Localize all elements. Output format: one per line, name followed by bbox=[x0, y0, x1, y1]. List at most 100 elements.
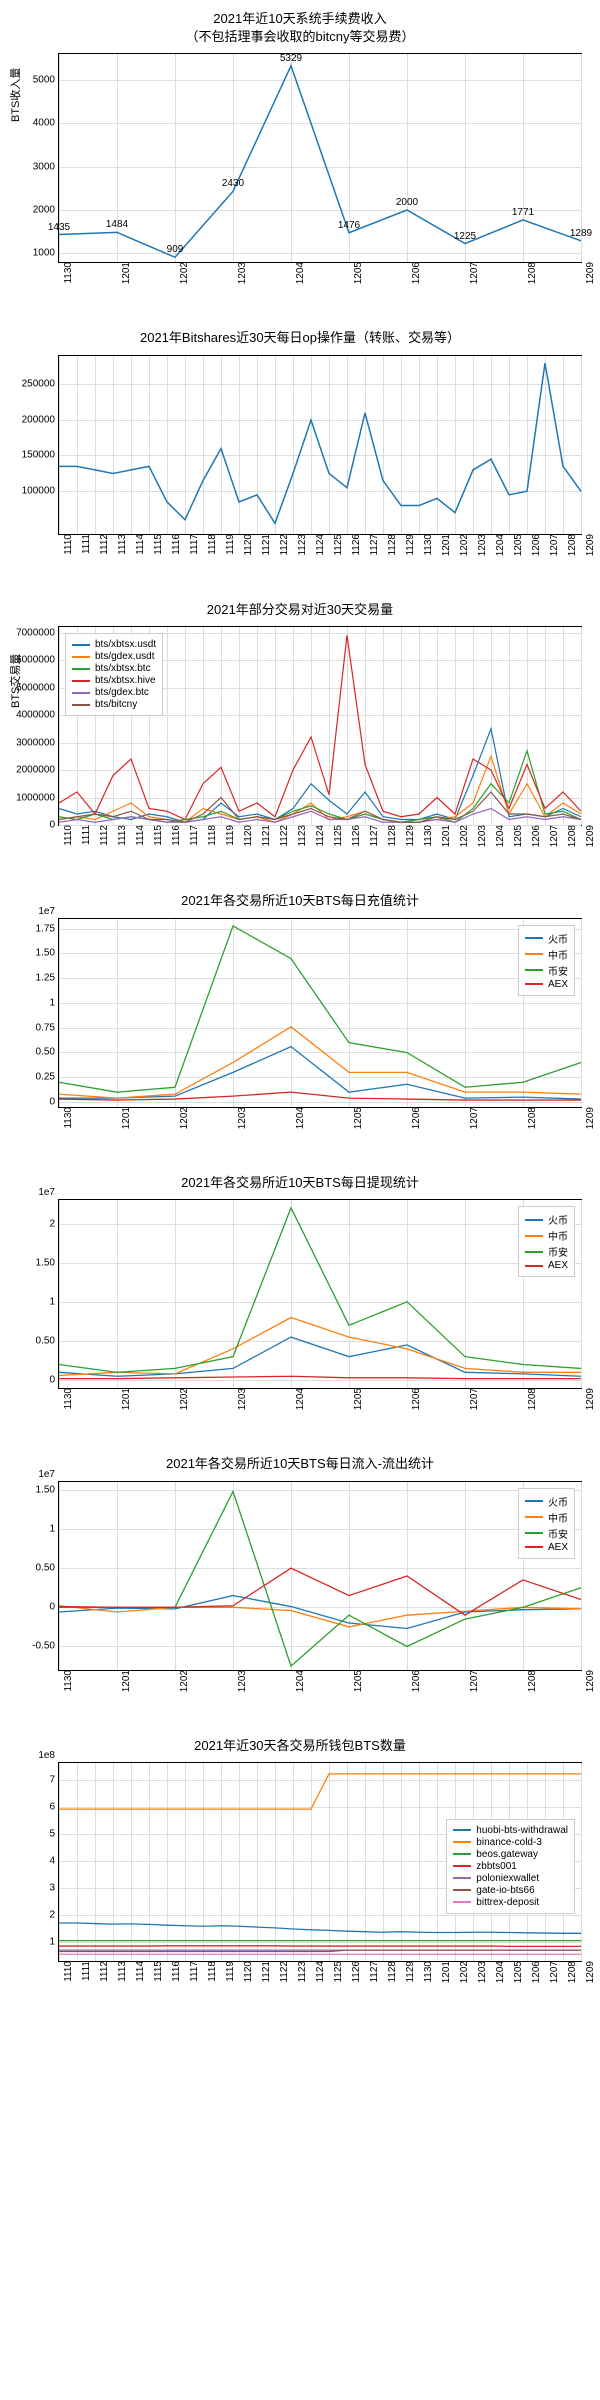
gridline-v bbox=[581, 1482, 582, 1670]
x-tick-label: 1206 bbox=[407, 1107, 422, 1129]
y-tick-label: 0.50 bbox=[36, 1336, 59, 1347]
chart-pair-volume: 2021年部分交易对近30天交易量01000000200000030000004… bbox=[10, 601, 590, 863]
x-tick-label: 1208 bbox=[563, 1961, 578, 1983]
y-tick-label: 4 bbox=[49, 1856, 59, 1867]
x-tick-label: 1127 bbox=[365, 1961, 380, 1983]
x-tick-label: 1117 bbox=[185, 825, 200, 846]
x-tick-label: 1209 bbox=[581, 1670, 596, 1692]
x-tick-label: 1115 bbox=[149, 825, 164, 846]
x-tick-label: 1201 bbox=[117, 262, 132, 284]
x-tick-label: 1129 bbox=[401, 1961, 416, 1983]
x-tick-label: 1128 bbox=[383, 825, 398, 847]
y-axis-exponent: 1e8 bbox=[38, 1750, 59, 1763]
x-tick-label: 1204 bbox=[491, 1961, 506, 1983]
legend-label: zbbts001 bbox=[476, 1861, 517, 1872]
line-series bbox=[59, 1027, 581, 1098]
line-series bbox=[59, 1377, 581, 1379]
legend-label: 币安 bbox=[548, 1526, 568, 1541]
x-tick-label: 1128 bbox=[383, 1961, 398, 1983]
legend-item: bts/gdex.usdt bbox=[72, 651, 156, 662]
x-tick-label: 1129 bbox=[401, 825, 416, 847]
legend: huobi-bts-withdrawalbinance-cold-3beos.g… bbox=[446, 1819, 575, 1914]
legend-label: gate-io-bts66 bbox=[476, 1885, 534, 1896]
y-axis-exponent: 1e7 bbox=[38, 906, 59, 919]
chart-canvas bbox=[59, 1482, 581, 1670]
legend-label: 火币 bbox=[548, 1494, 568, 1509]
x-tick-label: 1202 bbox=[175, 1388, 190, 1410]
x-tick-label: 1130 bbox=[419, 825, 434, 847]
x-tick-label: 1120 bbox=[239, 825, 254, 847]
y-axis-label: BTS交易量 bbox=[7, 694, 23, 708]
x-tick-label: 1201 bbox=[117, 1388, 132, 1410]
y-tick-label: 7 bbox=[49, 1774, 59, 1785]
x-tick-label: 1206 bbox=[527, 1961, 542, 1983]
plot-area: 1000200030004000500011301201120212031204… bbox=[58, 53, 582, 263]
legend-item: 中币 bbox=[525, 1510, 568, 1525]
gridline-v bbox=[581, 919, 582, 1107]
x-tick-label: 1116 bbox=[167, 1961, 182, 1982]
legend-item: huobi-bts-withdrawal bbox=[453, 1825, 568, 1836]
x-tick-label: 1204 bbox=[291, 1107, 306, 1129]
x-tick-label: 1207 bbox=[545, 534, 560, 556]
x-tick-label: 1119 bbox=[221, 825, 236, 846]
x-tick-label: 1111 bbox=[77, 825, 92, 845]
chart-canvas bbox=[59, 356, 581, 534]
gridline-v bbox=[581, 356, 582, 534]
y-tick-label: 6000000 bbox=[16, 655, 59, 666]
legend-label: 中币 bbox=[548, 1510, 568, 1525]
plot-area: 1e700.5011.50211301201120212031204120512… bbox=[58, 1199, 582, 1389]
y-tick-label: 1.50 bbox=[36, 1484, 59, 1495]
y-tick-label: 2000 bbox=[33, 205, 59, 216]
data-label: 909 bbox=[167, 244, 184, 255]
x-tick-label: 1209 bbox=[581, 1107, 596, 1129]
x-tick-label: 1126 bbox=[347, 534, 362, 556]
y-tick-label: 5000000 bbox=[16, 682, 59, 693]
x-tick-label: 1206 bbox=[527, 825, 542, 847]
x-tick-label: 1113 bbox=[113, 825, 128, 846]
x-tick-label: 1114 bbox=[131, 1961, 146, 1982]
legend-item: poloniexwallet bbox=[453, 1873, 568, 1884]
x-tick-label: 1114 bbox=[131, 825, 146, 846]
x-tick-label: 1204 bbox=[491, 825, 506, 847]
line-series bbox=[59, 1046, 581, 1098]
legend-item: bts/xbtsx.btc bbox=[72, 663, 156, 674]
x-tick-label: 1124 bbox=[311, 825, 326, 847]
x-tick-label: 1208 bbox=[523, 1107, 538, 1129]
x-tick-label: 1205 bbox=[509, 1961, 524, 1983]
y-tick-label: 3 bbox=[49, 1883, 59, 1894]
x-tick-label: 1111 bbox=[77, 1961, 92, 1981]
line-series bbox=[59, 1946, 581, 1947]
legend-swatch bbox=[525, 1500, 543, 1502]
x-tick-label: 1124 bbox=[311, 534, 326, 556]
legend-swatch bbox=[525, 953, 543, 955]
legend: 火币中币币安AEX bbox=[518, 925, 575, 996]
x-tick-label: 1130 bbox=[419, 1961, 434, 1983]
legend: bts/xbtsx.usdtbts/gdex.usdtbts/xbtsx.btc… bbox=[65, 633, 163, 716]
legend-item: 火币 bbox=[525, 1212, 568, 1227]
x-tick-label: 1120 bbox=[239, 1961, 254, 1983]
legend-item: bts/gdex.btc bbox=[72, 687, 156, 698]
legend-item: 火币 bbox=[525, 1494, 568, 1509]
legend-label: bts/bitcny bbox=[95, 699, 137, 710]
legend-swatch bbox=[72, 692, 90, 694]
data-label: 1289 bbox=[570, 228, 592, 239]
x-tick-label: 1116 bbox=[167, 534, 182, 555]
y-tick-label: 0 bbox=[49, 1602, 59, 1613]
y-tick-label: 1 bbox=[49, 997, 59, 1008]
legend-swatch bbox=[525, 1265, 543, 1267]
legend-label: 中币 bbox=[548, 947, 568, 962]
x-tick-label: 1113 bbox=[113, 534, 128, 555]
chart-title: 2021年各交易所近10天BTS每日提现统计 bbox=[10, 1174, 590, 1192]
plot-area: 0100000020000003000000400000050000006000… bbox=[58, 626, 582, 826]
gridline-v bbox=[581, 1763, 582, 1961]
x-tick-label: 1123 bbox=[293, 1961, 308, 1983]
legend-item: AEX bbox=[525, 979, 568, 990]
y-tick-label: 2000000 bbox=[16, 765, 59, 776]
legend-swatch bbox=[525, 1546, 543, 1548]
y-tick-label: 6 bbox=[49, 1801, 59, 1812]
y-tick-label: 150000 bbox=[22, 450, 59, 461]
legend: 火币中币币安AEX bbox=[518, 1206, 575, 1277]
legend-label: 火币 bbox=[548, 931, 568, 946]
data-label: 5329 bbox=[280, 53, 302, 64]
x-tick-label: 1203 bbox=[473, 1961, 488, 1983]
